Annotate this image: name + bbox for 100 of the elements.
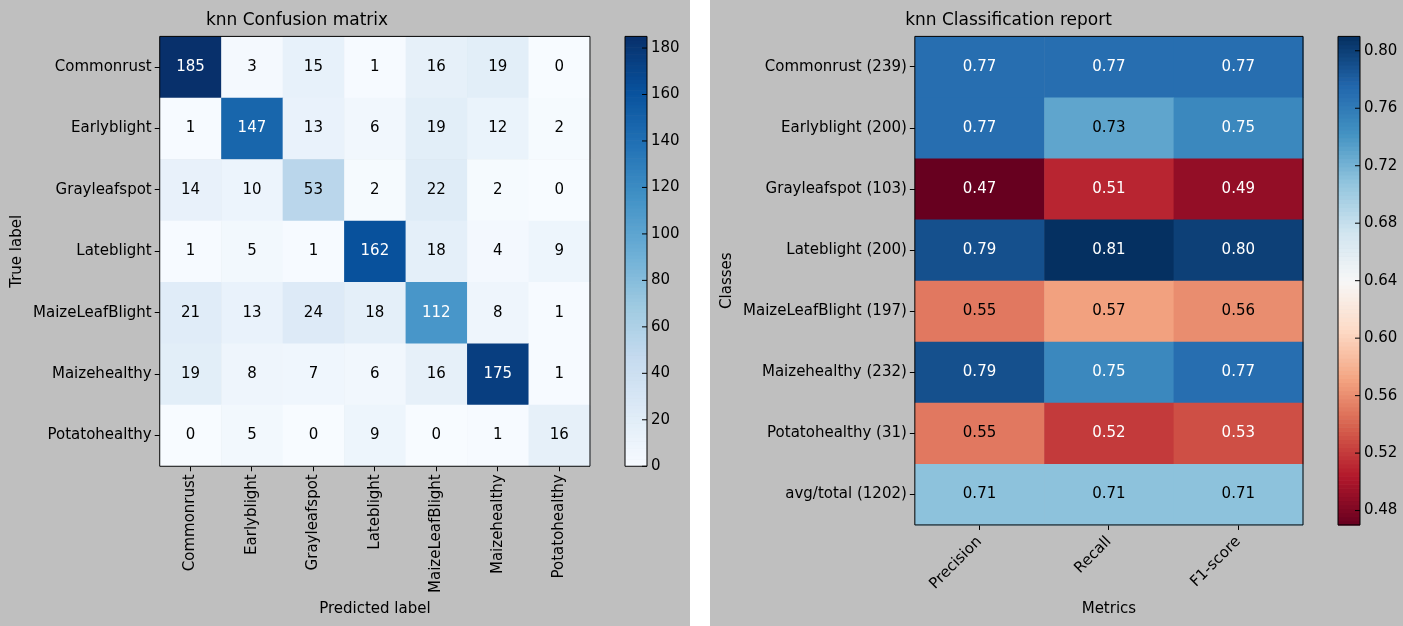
data-label: 0.77 [962,56,997,75]
data-label: 175 [483,364,513,383]
data-label: 2 [370,179,380,198]
data-label: 185 [176,57,205,75]
color-bar-label: 0.68 [1364,213,1398,232]
x-tick-label: Grayleafspot [303,474,322,571]
data-label: 1 [493,425,503,444]
chart-title: knn Classification report [905,8,1113,29]
y-tick-label: Potatohealthy [47,425,152,444]
data-label: 162 [360,241,390,260]
data-label: 0.80 [1221,240,1256,259]
data-label: 16 [426,364,446,383]
data-label: 0.81 [1092,240,1126,259]
y-tick-label: Maizehealthy [51,364,152,383]
data-label: 16 [549,425,569,444]
y-tick-label: avg/total (1202) [785,484,907,503]
data-label: 0.77 [962,117,997,136]
y-tick-label: Earlyblight (200) [781,117,907,136]
color-bar-label: 40 [651,363,671,382]
data-label: 0 [431,425,442,444]
data-label: 6 [370,118,380,137]
x-tick-label: Potatohealthy [549,474,568,579]
x-tick-label: Earlyblight [241,474,260,555]
y-tick-label: Earlyblight [71,118,152,137]
x-tick-label: Lateblight [364,474,383,550]
x-tick-label: MaizeLeafBlight [426,474,445,593]
data-label: 18 [365,302,385,321]
data-label: 0 [308,425,319,444]
chart-title: knn Confusion matrix [205,8,389,29]
data-label: 7 [308,364,319,383]
data-label: 0 [554,57,565,75]
data-label: 22 [426,179,446,198]
data-label: 5 [247,425,257,444]
data-label: 4 [493,241,503,260]
data-label: 21 [180,302,201,321]
data-label: 0.55 [962,423,997,442]
data-label: 1 [308,241,319,260]
color-bar-label: 140 [651,130,680,149]
data-label: 112 [422,302,451,321]
data-label: 24 [303,302,323,321]
data-label: 1 [554,302,565,321]
data-label: 0.71 [1221,484,1256,503]
data-label: 0.51 [1092,178,1126,197]
color-bar-label: 60 [651,316,671,335]
y-tick-label: Grayleafspot (103) [765,178,907,197]
data-label: 0 [185,425,196,444]
data-label: 19 [488,57,508,75]
data-label: 16 [426,57,446,75]
color-bar-label: 160 [651,84,680,103]
color-bar-label: 0.76 [1364,98,1398,117]
color-bar-label: 0.48 [1364,500,1398,519]
data-label: 8 [247,364,257,383]
data-label: 1 [370,57,380,75]
y-tick-label: MaizeLeafBlight (197) [742,301,907,320]
y-tick-label: Commonrust [54,57,152,75]
x-tick-label: Maizehealthy [487,474,506,575]
y-tick-label: Maizehealthy (232) [761,362,907,381]
data-label: 19 [180,364,201,383]
data-label: 9 [370,425,380,444]
y-tick-label: Commonrust (239) [764,56,907,75]
data-label: 0.77 [1221,362,1256,381]
y-tick-label: Grayleafspot [55,179,152,198]
data-label: 0.57 [1092,301,1126,320]
data-label: 1 [185,118,196,137]
color-bar-label: 0.72 [1364,155,1398,174]
color-bar-label: 100 [651,223,680,242]
data-label: 0 [554,179,565,198]
color-bar-label: 0 [651,456,661,475]
data-label: 0.75 [1221,117,1256,136]
data-label: 0.75 [1092,362,1126,381]
data-label: 2 [493,179,503,198]
color-bar-label: 0.64 [1364,270,1398,289]
data-label: 0.47 [962,178,997,197]
color-bar-label: 0.56 [1364,385,1398,404]
data-label: 0.71 [1092,484,1126,503]
data-label: 2 [554,118,565,137]
data-label: 3 [247,57,257,75]
color-bar-label: 20 [651,409,671,428]
data-label: 18 [426,241,446,260]
data-label: 19 [426,118,446,137]
data-label: 6 [370,364,380,383]
data-label: 13 [242,302,262,321]
data-label: 53 [303,179,323,198]
y-tick-label: Potatohealthy (31) [767,423,907,442]
data-label: 9 [554,241,565,260]
data-label: 12 [488,118,508,137]
data-label: 0.55 [962,301,997,320]
data-label: 0.79 [962,362,997,381]
color-bar-label: 80 [651,270,671,289]
y-tick-label: Lateblight (200) [786,240,907,259]
data-label: 14 [180,179,201,198]
x-axis-title: Predicted label [319,598,431,617]
data-label: 10 [242,179,262,198]
data-label: 13 [303,118,323,137]
data-label: 0.73 [1092,117,1126,136]
data-label: 0.56 [1221,301,1256,320]
data-label: 0.71 [962,484,997,503]
data-label: 0.77 [1221,56,1256,75]
color-bar-label: 0.80 [1364,40,1398,59]
y-axis-title: True label [6,214,25,289]
